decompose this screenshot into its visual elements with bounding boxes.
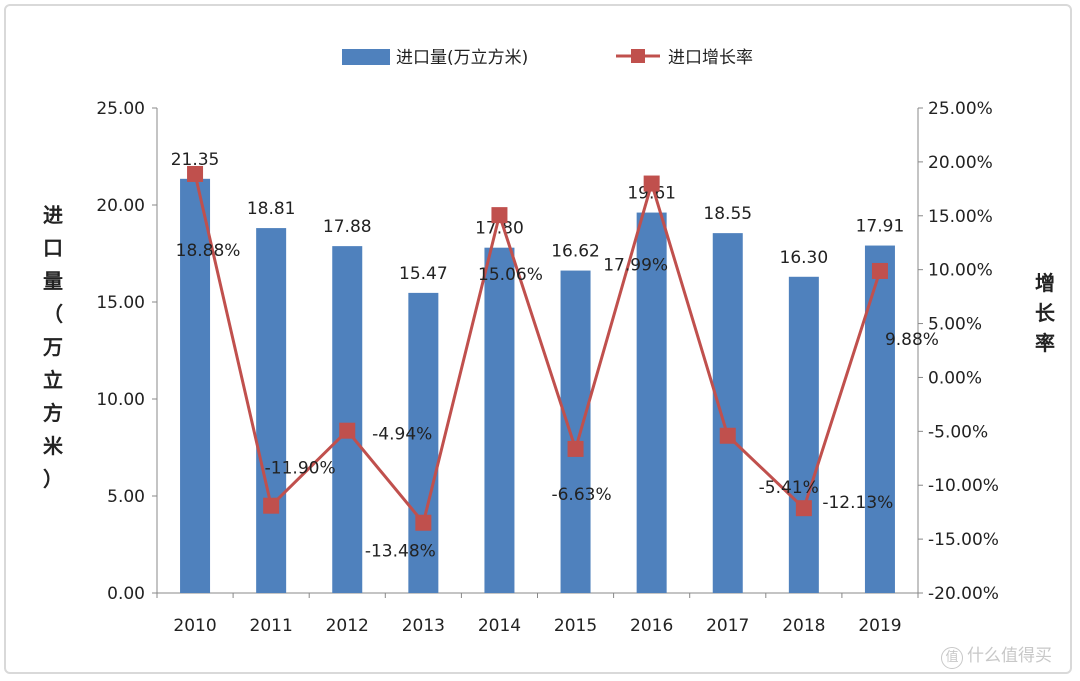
growth-marker bbox=[263, 497, 280, 514]
bar-data-label: 16.62 bbox=[551, 242, 600, 262]
right-axis-title-char: 长 bbox=[1035, 301, 1056, 325]
x-tick-label: 2018 bbox=[782, 616, 825, 636]
growth-marker bbox=[415, 514, 432, 531]
bar bbox=[864, 245, 895, 593]
x-tick-label: 2012 bbox=[326, 616, 369, 636]
x-tick-label: 2014 bbox=[478, 616, 521, 636]
right-axis-title-char: 增 bbox=[1035, 271, 1055, 295]
left-axis-title-char: 量 bbox=[43, 269, 63, 293]
right-tick-label: 25.00% bbox=[928, 99, 993, 119]
growth-data-label: -13.48% bbox=[365, 542, 436, 562]
growth-data-label: 18.88% bbox=[176, 241, 241, 261]
right-tick-label: -5.00% bbox=[928, 422, 988, 442]
right-tick-label: -15.00% bbox=[928, 530, 999, 550]
right-tick-label: 15.00% bbox=[928, 207, 993, 227]
x-tick-label: 2010 bbox=[173, 616, 216, 636]
left-axis-title-char: 万 bbox=[42, 335, 63, 359]
legend-line-marker bbox=[631, 49, 645, 63]
watermark-badge: 值 bbox=[941, 647, 963, 669]
growth-data-label: -12.13% bbox=[822, 493, 893, 513]
watermark-logo: 值什么值得买 bbox=[941, 641, 1052, 669]
bar bbox=[332, 246, 363, 594]
left-tick-label: 10.00 bbox=[96, 390, 145, 410]
right-tick-label: -20.00% bbox=[928, 584, 999, 604]
left-axis-title-char: 立 bbox=[43, 368, 63, 392]
growth-marker bbox=[871, 262, 888, 279]
left-tick-label: 15.00 bbox=[96, 293, 145, 313]
x-tick-label: 2017 bbox=[706, 616, 749, 636]
right-tick-label: 0.00% bbox=[928, 368, 982, 388]
growth-data-label: 9.88% bbox=[885, 330, 939, 350]
bar-data-label: 21.35 bbox=[171, 150, 220, 170]
bar-data-label: 19.61 bbox=[627, 184, 676, 204]
bar-data-label: 18.81 bbox=[247, 199, 296, 219]
growth-data-label: -5.41% bbox=[759, 478, 819, 498]
legend-bar-label: 进口量(万立方米) bbox=[396, 48, 528, 68]
growth-marker bbox=[795, 500, 812, 517]
x-tick-label: 2015 bbox=[554, 616, 597, 636]
x-tick-label: 2011 bbox=[250, 616, 293, 636]
x-tick-label: 2013 bbox=[402, 616, 445, 636]
bar-data-label: 17.80 bbox=[475, 219, 524, 239]
right-tick-label: 20.00% bbox=[928, 153, 993, 173]
left-axis-title-char: 口 bbox=[43, 236, 63, 260]
bar bbox=[712, 233, 743, 593]
bar-data-label: 17.91 bbox=[856, 217, 905, 237]
bar bbox=[636, 212, 667, 594]
bar bbox=[180, 178, 211, 593]
growth-data-label: -11.90% bbox=[265, 459, 336, 479]
right-tick-label: -10.00% bbox=[928, 476, 999, 496]
x-tick-label: 2019 bbox=[858, 616, 901, 636]
legend-line-label: 进口增长率 bbox=[668, 48, 753, 68]
left-tick-label: 25.00 bbox=[96, 99, 145, 119]
growth-line bbox=[193, 173, 882, 526]
left-axis-title-char: （ bbox=[43, 302, 63, 326]
right-tick-label: 5.00% bbox=[928, 315, 982, 335]
legend-bar-swatch bbox=[342, 49, 390, 65]
growth-marker bbox=[567, 440, 584, 457]
x-tick-label: 2016 bbox=[630, 616, 673, 636]
left-tick-label: 5.00 bbox=[107, 487, 145, 507]
growth-marker bbox=[187, 165, 204, 182]
bar bbox=[484, 247, 515, 593]
growth-data-label: 15.06% bbox=[478, 265, 543, 285]
bar bbox=[560, 270, 591, 593]
left-tick-label: 0.00 bbox=[107, 584, 145, 604]
growth-data-label: -6.63% bbox=[551, 485, 611, 505]
left-axis-title-char: 方 bbox=[43, 401, 63, 425]
bar bbox=[788, 276, 819, 593]
growth-marker bbox=[491, 207, 508, 224]
growth-marker bbox=[339, 422, 356, 439]
bar-data-label: 16.30 bbox=[780, 248, 829, 268]
bar-data-label: 18.55 bbox=[703, 204, 752, 224]
bar bbox=[256, 228, 287, 593]
watermark-text: 什么值得买 bbox=[967, 646, 1052, 666]
bar-data-label: 17.88 bbox=[323, 217, 372, 237]
growth-marker bbox=[719, 427, 736, 444]
bar bbox=[408, 292, 439, 593]
growth-data-label: -4.94% bbox=[372, 425, 432, 445]
right-tick-label: 10.00% bbox=[928, 261, 993, 281]
left-tick-label: 20.00 bbox=[96, 196, 145, 216]
left-axis-title-char: ） bbox=[43, 467, 63, 491]
left-axis-title-char: 米 bbox=[43, 434, 64, 458]
right-axis-title-char: 率 bbox=[1035, 331, 1055, 355]
growth-marker bbox=[643, 175, 660, 192]
growth-data-label: 17.99% bbox=[603, 256, 668, 276]
bar-data-label: 15.47 bbox=[399, 264, 448, 284]
left-axis-title-char: 进 bbox=[43, 203, 63, 227]
